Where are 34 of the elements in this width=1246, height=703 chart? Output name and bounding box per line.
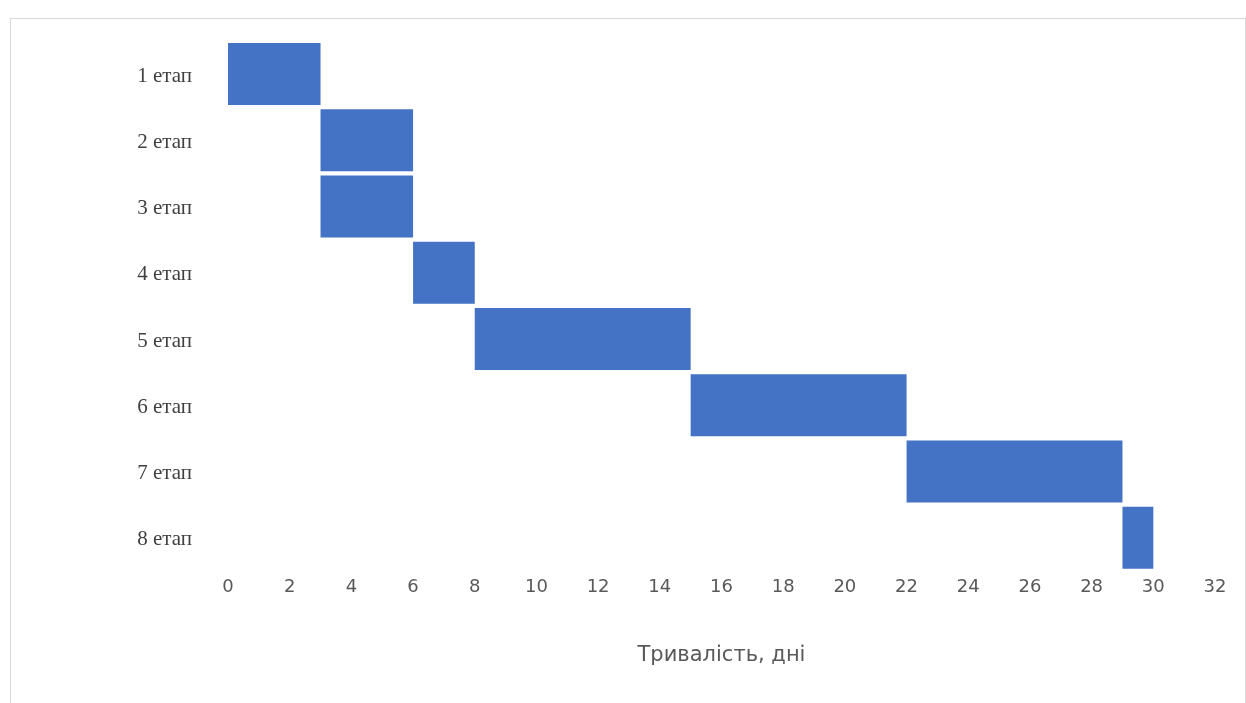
x-tick-label: 4 xyxy=(345,574,358,596)
x-tick-label: 24 xyxy=(956,574,980,596)
y-tick-label: 3 етап xyxy=(137,195,192,220)
bar xyxy=(413,241,475,304)
y-tick-label: 6 етап xyxy=(137,393,192,418)
bar xyxy=(320,175,414,238)
x-tick-label: 10 xyxy=(524,574,548,596)
x-tick-label: 16 xyxy=(710,574,733,596)
bar xyxy=(690,374,907,437)
bar xyxy=(320,109,414,172)
y-tick-label: 2 етап xyxy=(137,128,192,153)
bar xyxy=(1122,506,1154,569)
bar xyxy=(474,308,691,370)
y-tick-label: 8 етап xyxy=(137,526,192,551)
x-tick-label: 8 xyxy=(469,574,481,596)
y-tick-label: 7 етап xyxy=(137,460,192,485)
bar xyxy=(906,440,1123,503)
y-tick-label: 1 етап xyxy=(137,62,192,87)
y-tick-label: 5 етап xyxy=(137,327,192,352)
x-tick-label: 30 xyxy=(1141,574,1165,596)
x-tick-label: 28 xyxy=(1080,574,1104,596)
x-tick-label: 26 xyxy=(1018,574,1042,596)
y-tick-label: 4 етап xyxy=(137,261,192,286)
x-tick-label: 2 xyxy=(283,574,296,596)
x-tick-label: 18 xyxy=(771,574,795,596)
x-tick-label: 12 xyxy=(586,574,610,596)
bar xyxy=(228,43,321,105)
x-tick-label: 14 xyxy=(648,574,672,596)
x-tick-label: 22 xyxy=(895,574,919,596)
x-tick-label: 20 xyxy=(833,574,857,596)
x-tick-label: 6 xyxy=(407,574,419,596)
x-tick-label: 0 xyxy=(222,574,234,596)
x-axis-title: Тривалість, дні xyxy=(636,642,806,666)
x-tick-label: 32 xyxy=(1203,574,1227,596)
